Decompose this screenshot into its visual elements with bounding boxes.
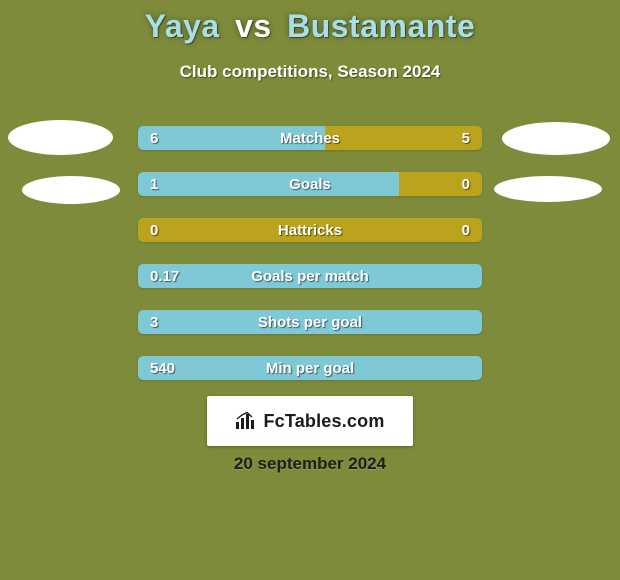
stat-value-player-a: 6 [150,130,190,147]
stat-value-player-b: 0 [430,176,470,193]
stat-metric-label: Min per goal [190,360,430,377]
brand-badge: FcTables.com [207,396,413,446]
page-title: Yaya vs Bustamante [0,8,620,45]
player-a-name: Yaya [145,8,220,44]
stat-value-player-a: 0.17 [150,268,190,285]
stat-row: 3Shots per goal [138,310,482,334]
stat-value-player-a: 0 [150,222,190,239]
stat-metric-label: Goals [190,176,430,193]
player-a-portrait-placeholder-2 [22,176,120,204]
comparison-bars: 6Matches51Goals00Hattricks00.17Goals per… [138,126,482,402]
player-b-portrait-placeholder [502,122,610,155]
stat-row: 0.17Goals per match [138,264,482,288]
stat-value-player-b: 5 [430,130,470,147]
bar-chart-icon [235,412,257,430]
stat-row: 540Min per goal [138,356,482,380]
stat-value-player-a: 3 [150,314,190,331]
footer-date: 20 september 2024 [0,454,620,474]
stat-value-player-a: 1 [150,176,190,193]
stat-row: 1Goals0 [138,172,482,196]
subtitle: Club competitions, Season 2024 [0,62,620,82]
player-a-portrait-placeholder [8,120,113,155]
stat-row: 0Hattricks0 [138,218,482,242]
stat-metric-label: Shots per goal [190,314,430,331]
player-b-name: Bustamante [287,8,475,44]
stat-row: 6Matches5 [138,126,482,150]
title-connector: vs [235,8,272,44]
stat-metric-label: Matches [190,130,430,147]
stat-value-player-b: 0 [430,222,470,239]
player-b-portrait-placeholder-2 [494,176,602,202]
stat-value-player-a: 540 [150,360,190,377]
stat-metric-label: Hattricks [190,222,430,239]
comparison-infographic: Yaya vs Bustamante Club competitions, Se… [0,0,620,580]
brand-text: FcTables.com [263,411,384,432]
stat-metric-label: Goals per match [190,268,430,285]
